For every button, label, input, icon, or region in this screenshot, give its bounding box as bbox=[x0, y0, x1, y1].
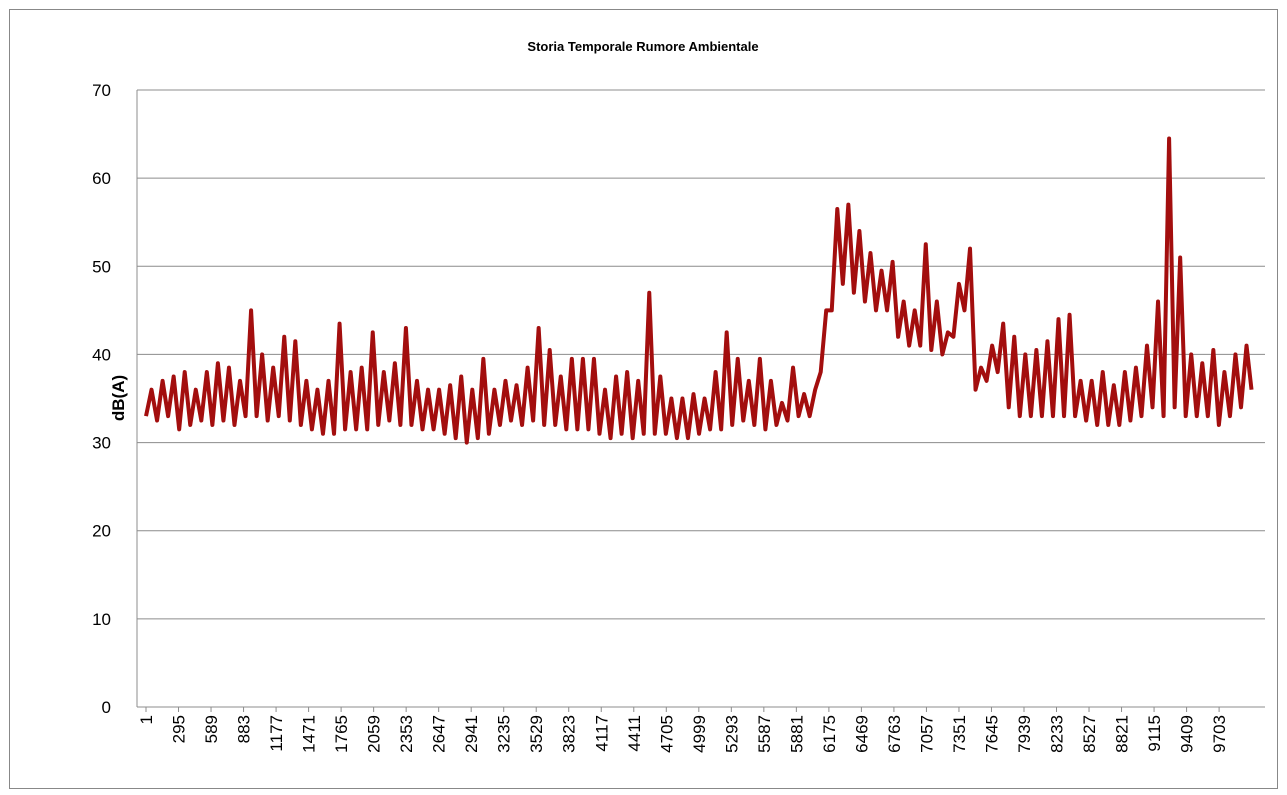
x-tick-label: 2353 bbox=[397, 715, 416, 753]
x-tick-label: 8821 bbox=[1113, 715, 1132, 753]
x-tick-label: 4705 bbox=[657, 715, 676, 753]
y-tick-label: 70 bbox=[92, 81, 111, 100]
x-tick-label: 3235 bbox=[495, 715, 514, 753]
x-tick-label: 6763 bbox=[885, 715, 904, 753]
x-tick-label: 5293 bbox=[722, 715, 741, 753]
x-tick-label: 9409 bbox=[1178, 715, 1197, 753]
x-tick-label: 7057 bbox=[917, 715, 936, 753]
chart-title: Storia Temporale Rumore Ambientale bbox=[527, 39, 758, 54]
x-tick-label: 5881 bbox=[787, 715, 806, 753]
x-tick-label: 2941 bbox=[462, 715, 481, 753]
y-tick-label: 40 bbox=[92, 345, 111, 364]
x-tick-label: 4411 bbox=[625, 715, 644, 752]
x-tick-label: 2059 bbox=[365, 715, 384, 753]
y-tick-label: 50 bbox=[92, 257, 111, 276]
x-tick-label: 7645 bbox=[982, 715, 1001, 753]
x-tick-label: 9115 bbox=[1145, 715, 1164, 752]
x-tick-label: 1765 bbox=[332, 715, 351, 753]
x-tick-label: 4999 bbox=[690, 715, 709, 753]
x-tick-label: 1177 bbox=[267, 715, 286, 752]
x-tick-label: 7351 bbox=[950, 715, 969, 753]
x-tick-label: 3529 bbox=[527, 715, 546, 753]
x-tick-label: 295 bbox=[170, 715, 189, 743]
data-line bbox=[144, 136, 1254, 445]
y-axis-label: dB(A) bbox=[109, 375, 128, 421]
x-tick-label: 4117 bbox=[592, 715, 611, 752]
y-tick-label: 0 bbox=[102, 698, 111, 717]
x-tick-label: 589 bbox=[202, 715, 221, 743]
x-tick-label: 8233 bbox=[1048, 715, 1067, 753]
y-tick-label: 60 bbox=[92, 169, 111, 188]
x-tick-label: 1471 bbox=[300, 715, 319, 753]
x-tick-label: 6469 bbox=[852, 715, 871, 753]
x-tick-label: 2647 bbox=[430, 715, 449, 753]
x-tick-label: 9703 bbox=[1210, 715, 1229, 753]
x-tick-label: 6175 bbox=[820, 715, 839, 753]
x-tick-label: 5587 bbox=[755, 715, 774, 753]
y-tick-label: 20 bbox=[92, 522, 111, 541]
x-tick-label: 1 bbox=[137, 715, 156, 724]
y-tick-label: 10 bbox=[92, 610, 111, 629]
x-tick-label: 883 bbox=[235, 715, 254, 743]
x-tick-label: 8527 bbox=[1080, 715, 1099, 753]
x-tick-label: 7939 bbox=[1015, 715, 1034, 753]
x-tick-label: 3823 bbox=[560, 715, 579, 753]
y-tick-label: 30 bbox=[92, 434, 111, 453]
